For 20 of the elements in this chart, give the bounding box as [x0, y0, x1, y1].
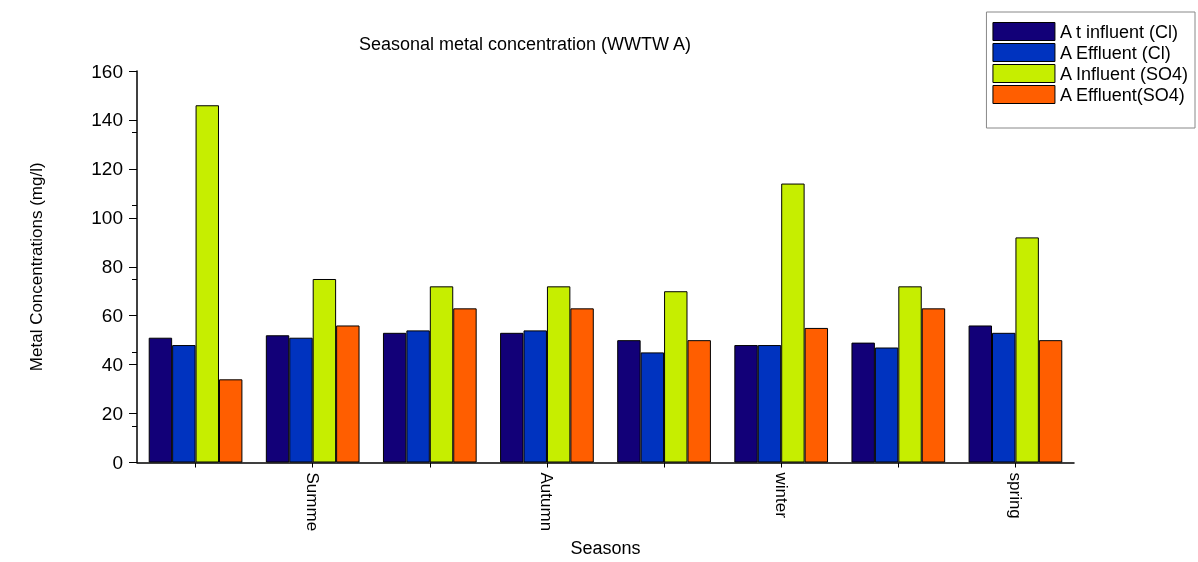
legend-label: A t influent (Cl) — [1059, 21, 1178, 42]
y-tick-label: 20 — [101, 403, 123, 425]
y-tick-label: 140 — [91, 109, 123, 131]
legend-label: A Influent (SO4) — [1059, 63, 1189, 84]
x-axis-title: Seasons — [570, 538, 641, 558]
chart-title: Seasonal metal concentration (WWTW A) — [358, 34, 692, 54]
y-axis-title: Metal Concentrations (mg/l) — [27, 162, 46, 372]
y-tick-label: 120 — [91, 158, 123, 180]
y-tick-label: 60 — [101, 305, 123, 327]
y-tick-label: 100 — [91, 207, 123, 229]
y-tick-label: 40 — [101, 354, 123, 376]
legend-label: A Effluent (Cl) — [1059, 42, 1171, 63]
x-tick-label: spring — [1005, 472, 1025, 519]
y-tick-label: 80 — [101, 256, 123, 278]
x-tick-label: Summe — [303, 472, 323, 532]
x-tick-label: winter — [771, 471, 791, 519]
x-tick-label: Autumn — [537, 472, 557, 532]
y-tick-label: 160 — [91, 60, 123, 82]
y-tick-label: 0 — [112, 452, 123, 474]
legend-label: A Effluent(SO4) — [1059, 84, 1185, 105]
